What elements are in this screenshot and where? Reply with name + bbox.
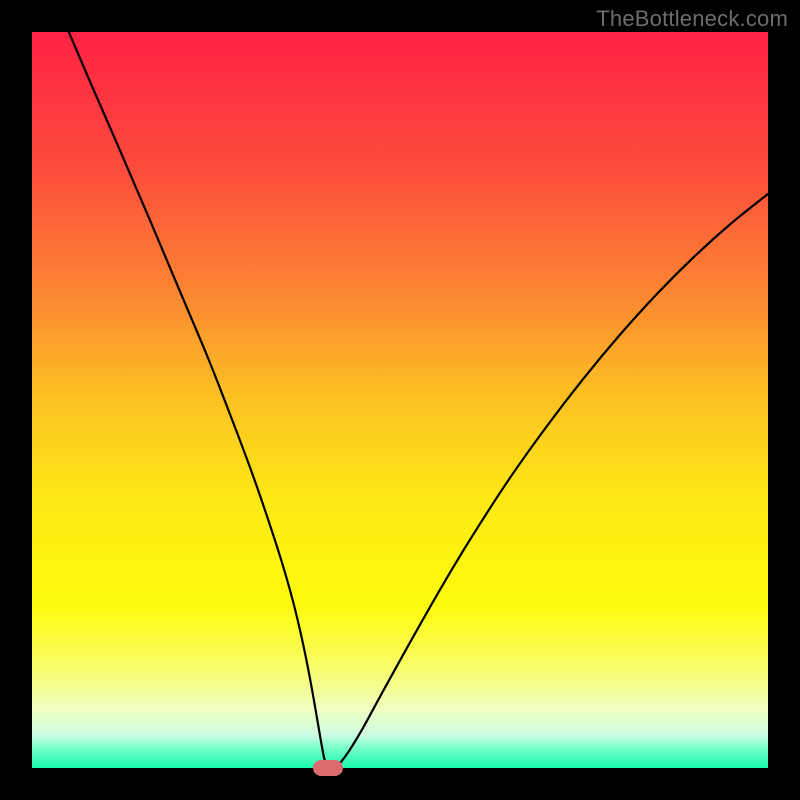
bottleneck-curve: [32, 32, 768, 768]
curve-path: [69, 32, 768, 768]
chart-plot-area: [32, 32, 768, 768]
watermark-text: TheBottleneck.com: [596, 6, 788, 32]
valley-marker: [313, 760, 343, 776]
